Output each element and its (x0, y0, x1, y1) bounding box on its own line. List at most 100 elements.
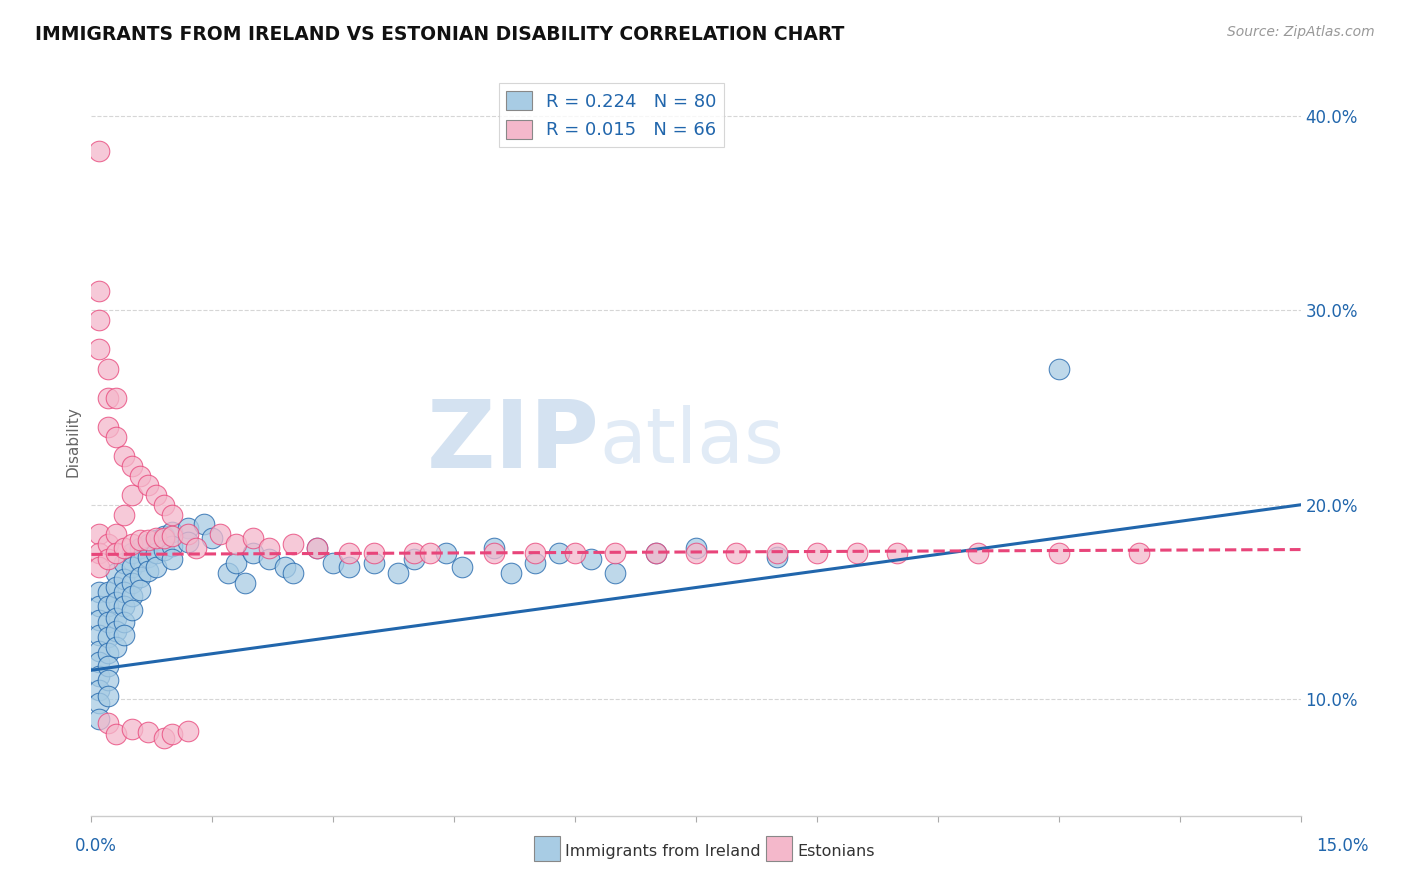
Point (402, 552, 425, 566)
Y-axis label: Disability: Disability (65, 406, 80, 477)
Point (104, 640, 127, 654)
Point (96, 420, 118, 434)
Point (104, 610, 127, 624)
Point (136, 533, 159, 547)
Text: ZIP: ZIP (426, 395, 599, 488)
Point (89, 628, 111, 642)
Point (96, 391, 118, 405)
Point (112, 556, 135, 570)
Point (160, 508, 183, 522)
Point (112, 508, 135, 522)
Point (89, 712, 111, 726)
Point (104, 391, 127, 405)
Point (96, 630, 118, 644)
Point (112, 615, 135, 629)
Point (451, 560, 474, 574)
Point (128, 533, 150, 547)
Point (112, 449, 135, 463)
Point (1128, 546, 1150, 560)
Point (145, 533, 167, 547)
Point (96, 646, 118, 660)
Point (121, 546, 143, 560)
Point (1047, 546, 1070, 560)
Point (89, 560, 111, 574)
Point (765, 546, 787, 560)
Point (806, 546, 828, 560)
Point (579, 552, 602, 566)
Point (644, 546, 666, 560)
Point (725, 546, 748, 560)
Point (363, 556, 385, 570)
Point (145, 488, 167, 502)
Point (217, 566, 239, 580)
Point (136, 537, 159, 551)
Point (337, 560, 360, 574)
Point (96, 537, 118, 551)
Point (153, 498, 176, 512)
Point (257, 552, 280, 566)
Point (89, 144, 111, 158)
Point (104, 527, 127, 541)
Point (322, 556, 344, 570)
Point (89, 644, 111, 658)
Point (121, 722, 143, 736)
Point (104, 546, 127, 560)
Point (846, 546, 869, 560)
Point (548, 546, 571, 560)
Point (153, 529, 176, 543)
Point (307, 541, 329, 555)
Point (225, 556, 247, 570)
Point (209, 527, 232, 541)
Point (89, 613, 111, 627)
Point (337, 546, 360, 560)
Point (121, 488, 143, 502)
Point (89, 696, 111, 710)
Point (89, 313, 111, 327)
Point (104, 580, 127, 594)
Point (104, 624, 127, 639)
Point (153, 731, 176, 746)
Point (89, 284, 111, 298)
Point (644, 546, 666, 560)
Point (89, 342, 111, 356)
Point (121, 537, 143, 551)
Point (186, 541, 208, 555)
Point (160, 539, 183, 553)
Point (387, 566, 409, 580)
Point (233, 575, 256, 590)
Point (201, 531, 224, 545)
Point (160, 552, 183, 566)
Point (177, 527, 200, 541)
Legend: R = 0.224   N = 80, R = 0.015   N = 66: R = 0.224 N = 80, R = 0.015 N = 66 (499, 84, 724, 146)
Point (112, 628, 135, 642)
Point (605, 566, 627, 580)
Point (605, 546, 627, 560)
Point (121, 458, 143, 473)
Point (434, 546, 457, 560)
Point (104, 595, 127, 609)
Point (89, 656, 111, 670)
Point (121, 560, 143, 574)
Point (765, 550, 787, 565)
Point (121, 575, 143, 590)
Point (402, 546, 425, 560)
Point (104, 727, 127, 741)
Point (96, 673, 118, 687)
Point (112, 599, 135, 613)
Point (523, 556, 546, 570)
Point (121, 589, 143, 603)
Text: Immigrants from Ireland: Immigrants from Ireland (565, 845, 761, 859)
Point (242, 546, 264, 560)
Point (281, 566, 304, 580)
Point (89, 527, 111, 541)
Point (484, 546, 506, 560)
Point (160, 727, 183, 741)
Point (685, 546, 707, 560)
Point (967, 546, 990, 560)
Point (177, 534, 200, 549)
Text: 0.0%: 0.0% (75, 837, 117, 855)
Point (177, 723, 200, 738)
Point (128, 541, 150, 555)
Point (153, 531, 176, 545)
Text: Estonians: Estonians (797, 845, 875, 859)
